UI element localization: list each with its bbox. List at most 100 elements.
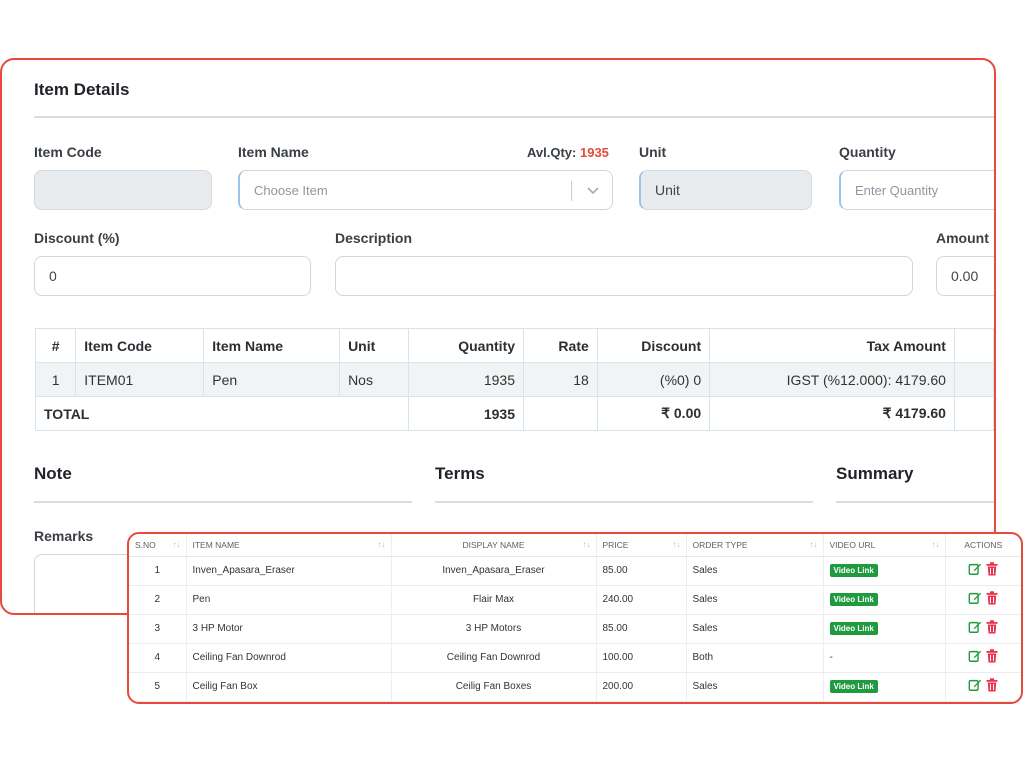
edit-icon[interactable] [968, 591, 982, 605]
edit-icon[interactable] [968, 562, 982, 576]
col-header-index: # [34, 328, 77, 363]
cell-sno: 1 [129, 556, 187, 586]
video-link-badge[interactable]: Video Link [829, 593, 878, 606]
note-title: Note [34, 464, 72, 483]
cell-display-name: Ceiling Fan Downrod [391, 643, 597, 673]
col-header-sno[interactable]: S.NO ↑↓ [129, 534, 187, 557]
total-extra [953, 396, 994, 431]
cell-actions [945, 556, 1021, 586]
cell-item-name: Ceiling Fan Downrod [186, 643, 392, 673]
cell-video-url: Video Link [823, 614, 946, 644]
col-header-item-name[interactable]: ITEM NAME ↑↓ [186, 534, 392, 557]
description-input[interactable] [335, 256, 913, 296]
cell-tax-amount: IGST (%12.000): 4179.60 [709, 362, 955, 397]
cell-video-url: Video Link [823, 585, 946, 615]
edit-icon[interactable] [968, 620, 982, 634]
cell-order-type: Sales [686, 585, 824, 615]
col-header-order-type[interactable]: ORDER TYPE ↑↓ [686, 534, 824, 557]
unit-field[interactable]: Unit [639, 170, 812, 210]
table-row: 4 Ceiling Fan Downrod Ceiling Fan Downrod 1… [129, 643, 1021, 673]
cell-price: 200.00 [596, 672, 687, 702]
trash-icon[interactable] [986, 562, 998, 576]
cell-sno: 3 [129, 614, 187, 644]
quantity-placeholder: Enter Quantity [855, 182, 939, 198]
discount-label: Discount (%) [34, 230, 120, 246]
sort-icon[interactable]: ↑↓ [377, 540, 386, 549]
total-tax: ₹ 4179.60 [709, 396, 955, 431]
cell-actions [945, 643, 1021, 673]
cell-price: 85.00 [596, 556, 687, 586]
price-header-label: PRICE [602, 539, 629, 550]
video-link-badge[interactable]: Video Link [829, 622, 878, 635]
col-header-unit: Unit [339, 328, 409, 363]
col-header-actions: ACTIONS [945, 534, 1021, 557]
total-label: TOTAL [35, 396, 409, 431]
cell-price: 100.00 [596, 643, 687, 673]
cell-display-name: Ceilig Fan Boxes [391, 672, 597, 702]
cell-item-name: Ceilig Fan Box [186, 672, 392, 702]
cell-actions [945, 585, 1021, 615]
sort-icon[interactable]: ↑↓ [809, 540, 818, 549]
col-header-tax-amount: Tax Amount [709, 328, 955, 363]
sort-icon[interactable]: ↑↓ [672, 540, 681, 549]
item-name-select[interactable]: Choose Item [238, 170, 613, 210]
cell-sno: 5 [129, 672, 187, 702]
description-label: Description [335, 230, 413, 246]
cell-quantity: 1935 [407, 362, 525, 397]
col-header-discount: Discount [596, 328, 711, 363]
cell-order-type: Sales [686, 672, 824, 702]
trash-icon[interactable] [986, 649, 998, 663]
row-actions [968, 562, 998, 576]
item-code-field[interactable] [34, 170, 212, 210]
col-header-quantity: Quantity [407, 328, 525, 363]
discount-input[interactable]: 0 [34, 256, 311, 296]
video-link-badge[interactable]: Video Link [829, 680, 878, 693]
amount-field[interactable]: 0.00 [936, 256, 994, 296]
avl-qty-label: Avl.Qty: [527, 145, 577, 160]
cell-unit: Nos [339, 362, 409, 397]
cell-price: 240.00 [596, 585, 687, 615]
col-header-extra [953, 328, 994, 363]
cell-item-code: ITEM01 [75, 362, 205, 397]
items-list-body: 1 Inven_Apasara_Eraser Inven_Apasara_Erase… [129, 556, 1021, 702]
item-code-label: Item Code [34, 144, 102, 160]
unit-label: Unit [639, 144, 667, 160]
quantity-input[interactable]: Enter Quantity [839, 170, 994, 210]
cell-sno: 4 [129, 643, 187, 673]
row-actions [968, 620, 998, 634]
cell-actions [945, 614, 1021, 644]
col-header-display-name[interactable]: DISPLAY NAME ↑↓ [391, 534, 597, 557]
available-qty: Avl.Qty: 1935 [527, 145, 609, 160]
cell-order-type: Sales [686, 556, 824, 586]
sort-icon[interactable]: ↑↓ [172, 540, 181, 549]
trash-icon[interactable] [986, 620, 998, 634]
cell-discount: (%0) 0 [596, 362, 711, 397]
sort-icon[interactable]: ↑↓ [931, 540, 940, 549]
chevron-down-icon[interactable] [586, 183, 600, 197]
item-name-label: Item Name [238, 144, 309, 160]
cell-item-name: 3 HP Motor [186, 614, 392, 644]
trash-icon[interactable] [986, 591, 998, 605]
terms-title: Terms [435, 464, 485, 483]
title-divider [34, 116, 994, 118]
cell-display-name: Flair Max [391, 585, 597, 615]
display-name-header-label: DISPLAY NAME [462, 539, 525, 550]
sort-icon[interactable]: ↑↓ [582, 540, 591, 549]
video-link-badge[interactable]: Video Link [829, 564, 878, 577]
cell-extra [953, 362, 994, 397]
item-details-title: Item Details [34, 80, 130, 99]
table-row: 1 ITEM01 Pen Nos 1935 18 (%0) 0 IGST (%1… [34, 362, 994, 397]
cell-price: 85.00 [596, 614, 687, 644]
edit-icon[interactable] [968, 678, 982, 692]
row-actions [968, 678, 998, 692]
trash-icon[interactable] [986, 678, 998, 692]
total-quantity: 1935 [407, 396, 525, 431]
edit-icon[interactable] [968, 649, 982, 663]
cell-rate: 18 [523, 362, 598, 397]
col-header-price[interactable]: PRICE ↑↓ [596, 534, 687, 557]
amount-label: Amount [936, 230, 989, 246]
item-table: # Item Code Item Name Unit Quantity Rate… [34, 328, 994, 431]
col-header-video-url[interactable]: VIDEO URL ↑↓ [823, 534, 946, 557]
items-list-card: S.NO ↑↓ ITEM NAME ↑↓ DISPLAY NAME ↑↓ PRICE ↑… [127, 532, 1023, 704]
cell-video-url: Video Link [823, 672, 946, 702]
